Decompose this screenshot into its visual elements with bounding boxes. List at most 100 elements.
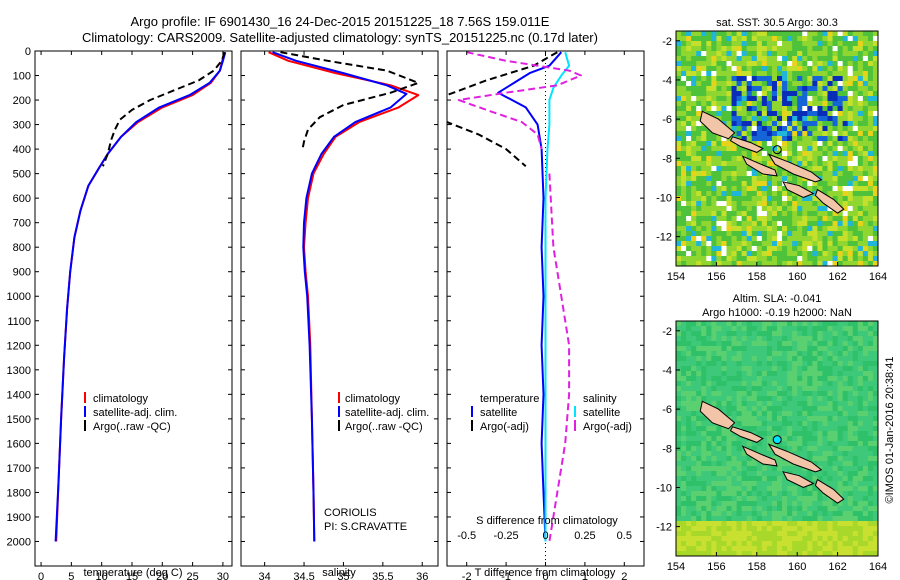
- map-cell: [701, 431, 707, 437]
- map-cell: [771, 516, 778, 522]
- map-cell: [771, 261, 778, 266]
- map-cell: [797, 31, 803, 37]
- map-cell: [756, 256, 763, 262]
- map-cell: [736, 351, 743, 357]
- map-cell: [716, 371, 722, 377]
- map-cell: [807, 546, 813, 552]
- map-cell: [807, 516, 813, 522]
- map-cell: [842, 116, 849, 122]
- map-cell: [761, 191, 768, 197]
- map-cell: [686, 226, 692, 232]
- map-cell: [792, 391, 798, 397]
- map-cell: [716, 201, 722, 207]
- map-cell: [862, 511, 869, 517]
- map-cell: [847, 91, 854, 97]
- map-cell: [696, 41, 702, 47]
- map-cell: [822, 176, 828, 182]
- map-cell: [691, 441, 697, 447]
- map-cell: [761, 491, 768, 497]
- series-line-satellite-adj-clim-: [54, 51, 227, 542]
- map-cell: [867, 71, 874, 77]
- map-cell: [792, 411, 798, 417]
- map-cell: [726, 151, 732, 157]
- map-cell: [701, 381, 707, 387]
- map-cell: [837, 141, 844, 147]
- map-cell: [822, 166, 828, 172]
- map-cell: [681, 416, 687, 422]
- map-cell: [701, 51, 707, 57]
- map-cell: [681, 436, 687, 442]
- map-cell: [756, 206, 763, 212]
- map-cell: [741, 76, 748, 82]
- map-cell: [857, 246, 864, 252]
- map-cell: [837, 356, 844, 362]
- map-cell: [832, 441, 838, 447]
- map-cell: [777, 51, 783, 57]
- map-cell: [696, 196, 702, 202]
- map-cell: [857, 406, 864, 412]
- map-cell: [817, 71, 823, 77]
- map-cell: [812, 141, 818, 147]
- map-cell: [777, 346, 783, 352]
- map-cell: [761, 131, 768, 137]
- map-cell: [852, 186, 859, 192]
- map-cell: [766, 256, 773, 262]
- map-cell: [741, 421, 748, 427]
- map-cell: [852, 201, 859, 207]
- map-cell: [797, 61, 803, 67]
- map-cell: [736, 416, 743, 422]
- map-cell: [827, 206, 833, 212]
- map-cell: [812, 86, 818, 92]
- map-cell: [847, 196, 854, 202]
- map-cell: [837, 166, 844, 172]
- map-cell: [822, 66, 828, 72]
- map-cell: [691, 496, 697, 502]
- map-cell: [862, 121, 869, 127]
- map-cell: [766, 136, 773, 142]
- map-cell: [696, 516, 702, 522]
- island-shape: [767, 153, 823, 183]
- map-cell: [847, 231, 854, 237]
- map-cell: [761, 446, 768, 452]
- map-cell: [771, 441, 778, 447]
- map-cell: [701, 246, 707, 252]
- map-cell: [706, 516, 712, 522]
- map-cell: [832, 406, 838, 412]
- map-cell: [706, 86, 712, 92]
- map-cell: [837, 96, 844, 102]
- map-cell: [726, 536, 732, 542]
- map-cell: [832, 431, 838, 437]
- map-cell: [706, 426, 712, 432]
- map-cell: [711, 81, 717, 87]
- island-shape: [699, 400, 736, 430]
- map-cell: [852, 176, 859, 182]
- map-cell: [711, 536, 717, 542]
- map-cell: [691, 146, 697, 152]
- map-cell: [751, 441, 758, 447]
- map-cell: [777, 371, 783, 377]
- map-cell: [716, 186, 722, 192]
- map-cell: [756, 66, 763, 72]
- map-cell: [676, 551, 682, 556]
- map-cell: [827, 436, 833, 442]
- map-cell: [741, 181, 748, 187]
- map-cell: [766, 486, 773, 492]
- map-cell: [797, 511, 803, 517]
- map-cell: [736, 461, 743, 467]
- map-cell: [701, 531, 707, 537]
- map-cell: [812, 331, 818, 337]
- map-cell: [802, 516, 808, 522]
- map-cell: [696, 91, 702, 97]
- map-cell: [721, 476, 727, 482]
- map-cell: [832, 381, 838, 387]
- map-cell: [812, 541, 818, 547]
- map-cell: [872, 431, 878, 437]
- map-cell: [787, 96, 793, 102]
- map-cell: [822, 206, 828, 212]
- map-cell: [751, 376, 758, 382]
- map-cell: [726, 441, 732, 447]
- map-cell: [731, 236, 737, 242]
- map-cell: [751, 476, 758, 482]
- map-cell: [802, 91, 808, 97]
- map-cell: [817, 546, 823, 552]
